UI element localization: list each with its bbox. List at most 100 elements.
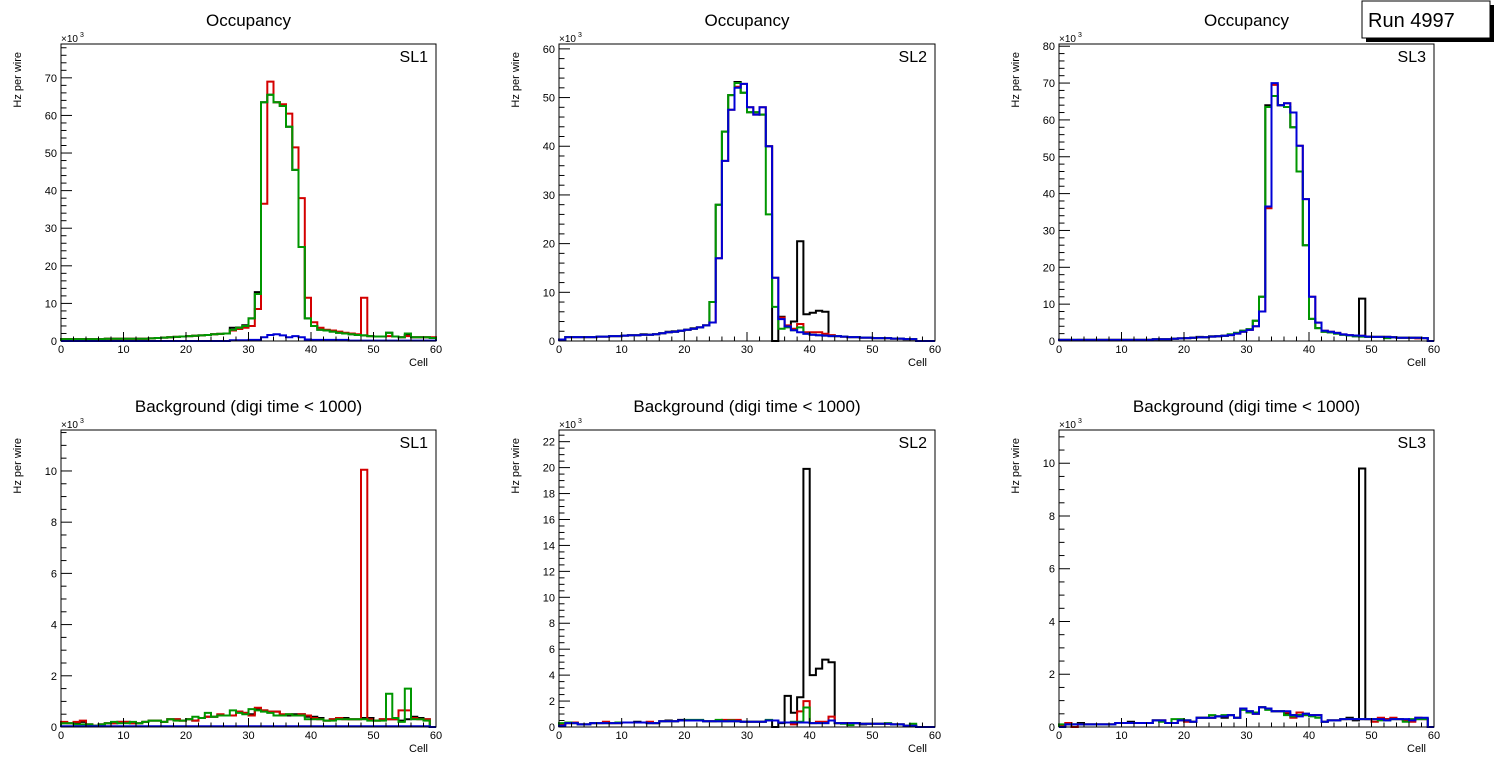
x-axis: 0 10 20 30 40 50 60 xyxy=(556,332,941,356)
superlayer-label: SL3 xyxy=(1398,435,1427,452)
y-tick-label: 6 xyxy=(1049,564,1055,576)
y-axis: 0 10 20 30 40 50 60 xyxy=(543,44,570,348)
x-tick-label: 50 xyxy=(367,730,379,742)
y-axis-label: Hz per wire xyxy=(1010,52,1022,108)
x-tick-label: 60 xyxy=(430,344,442,356)
x-tick-label: 10 xyxy=(1115,730,1127,742)
y-axis-exponent-power: 3 xyxy=(1078,32,1082,39)
x-tick-label: 10 xyxy=(117,730,129,742)
y-tick-label: 0 xyxy=(51,336,57,348)
run-label-frame xyxy=(1361,0,1491,39)
y-axis: 0 10 20 30 40 50 60 70 80 xyxy=(1043,41,1070,348)
y-tick-label: 6 xyxy=(51,568,57,580)
y-axis-exponent: ×10 xyxy=(61,420,78,431)
x-tick-label: 0 xyxy=(58,344,64,356)
y-axis-exponent: ×10 xyxy=(61,34,78,45)
y-tick-label: 12 xyxy=(543,566,555,578)
x-tick-label: 20 xyxy=(1178,730,1190,742)
x-tick-label: 30 xyxy=(741,344,753,356)
x-axis-label: Cell xyxy=(409,357,428,369)
y-axis-label: Hz per wire xyxy=(12,438,24,494)
x-tick-label: 20 xyxy=(180,344,192,356)
y-axis-label: Hz per wire xyxy=(12,52,24,108)
y-tick-label: 40 xyxy=(1043,189,1055,201)
y-tick-label: 0 xyxy=(549,336,555,348)
y-axis-exponent-power: 3 xyxy=(1078,418,1082,425)
histogram-series-red xyxy=(60,468,436,728)
x-tick-label: 60 xyxy=(1428,730,1440,742)
x-tick-label: 40 xyxy=(305,730,317,742)
y-tick-label: 10 xyxy=(45,298,57,310)
superlayer-label: SL1 xyxy=(400,49,429,66)
x-tick-label: 40 xyxy=(1303,730,1315,742)
x-tick-label: 60 xyxy=(430,730,442,742)
y-tick-label: 60 xyxy=(1043,115,1055,127)
x-tick-label: 50 xyxy=(866,730,878,742)
y-tick-label: 60 xyxy=(45,110,57,122)
x-tick-label: 10 xyxy=(616,344,628,356)
x-tick-label: 50 xyxy=(367,344,379,356)
y-axis: 0 2 4 6 8 10 12 14 16 18 20 22 xyxy=(543,434,570,734)
y-tick-label: 2 xyxy=(1049,669,1055,681)
x-tick-label: 20 xyxy=(1178,344,1190,356)
superlayer-label: SL3 xyxy=(1398,49,1427,66)
y-tick-label: 20 xyxy=(45,261,57,273)
histogram-panel-sl1-background: Background (digi time < 1000) 0 2 4 6 8 10 0 10 2… xyxy=(12,397,442,755)
x-axis: 0 10 20 30 40 50 60 xyxy=(556,718,941,742)
x-axis: 0 10 20 30 40 50 60 xyxy=(58,718,442,742)
histogram-series-black xyxy=(1058,467,1434,728)
y-tick-label: 10 xyxy=(1043,458,1055,470)
x-tick-label: 50 xyxy=(866,344,878,356)
y-axis: 0 10 20 30 40 50 60 70 xyxy=(45,47,72,348)
y-tick-label: 50 xyxy=(1043,152,1055,164)
x-tick-label: 60 xyxy=(1428,344,1440,356)
histogram-series-blue xyxy=(1059,706,1434,728)
x-axis: 0 10 20 30 40 50 60 xyxy=(1056,332,1440,356)
y-tick-label: 10 xyxy=(1043,299,1055,311)
histogram-series-blue xyxy=(1058,82,1434,342)
run-label: Run 4997 xyxy=(1368,10,1455,32)
x-tick-label: 40 xyxy=(1303,344,1315,356)
y-axis-label: Hz per wire xyxy=(510,438,522,494)
y-axis-label: Hz per wire xyxy=(510,52,522,108)
y-tick-label: 50 xyxy=(45,148,57,160)
x-tick-label: 40 xyxy=(804,344,816,356)
y-tick-label: 16 xyxy=(543,514,555,526)
histogram-series-green xyxy=(558,82,935,342)
x-tick-label: 0 xyxy=(1056,344,1062,356)
y-axis-exponent: ×10 xyxy=(1059,420,1076,431)
y-axis-exponent-power: 3 xyxy=(80,418,84,425)
x-axis-label: Cell xyxy=(908,743,927,755)
histogram-series-red xyxy=(1058,83,1434,342)
histogram-series-green xyxy=(60,687,436,728)
y-tick-label: 22 xyxy=(543,437,555,449)
y-tick-label: 30 xyxy=(1043,225,1055,237)
panel-title: Occupancy xyxy=(1204,11,1290,30)
superlayer-label: SL1 xyxy=(400,435,429,452)
y-tick-label: 10 xyxy=(543,592,555,604)
x-axis-label: Cell xyxy=(409,743,428,755)
run-label-box: Run 4997 xyxy=(1361,0,1494,42)
y-tick-label: 10 xyxy=(543,287,555,299)
superlayer-label: SL2 xyxy=(899,49,928,66)
histogram-panel-sl3-background: Background (digi time < 1000) 0 2 4 6 8 10 0 10 2… xyxy=(1010,397,1440,755)
x-tick-label: 60 xyxy=(929,730,941,742)
histogram-series-black xyxy=(558,81,935,342)
y-tick-label: 4 xyxy=(51,620,57,632)
x-tick-label: 40 xyxy=(305,344,317,356)
histogram-series-blue xyxy=(558,719,935,728)
histogram-series-black xyxy=(558,467,935,728)
histogram-panel-sl2-background: Background (digi time < 1000) 0 2 4 6 8 10 12 14… xyxy=(510,397,941,755)
y-tick-label: 40 xyxy=(543,141,555,153)
y-tick-label: 10 xyxy=(45,466,57,478)
y-axis-exponent-power: 3 xyxy=(578,418,582,425)
histogram-series-black xyxy=(1058,95,1434,342)
y-tick-label: 4 xyxy=(549,670,555,682)
y-tick-label: 60 xyxy=(543,44,555,56)
y-tick-label: 50 xyxy=(543,93,555,105)
x-axis-label: Cell xyxy=(1407,357,1426,369)
x-tick-label: 10 xyxy=(1115,344,1127,356)
histogram-series-red xyxy=(558,82,935,342)
